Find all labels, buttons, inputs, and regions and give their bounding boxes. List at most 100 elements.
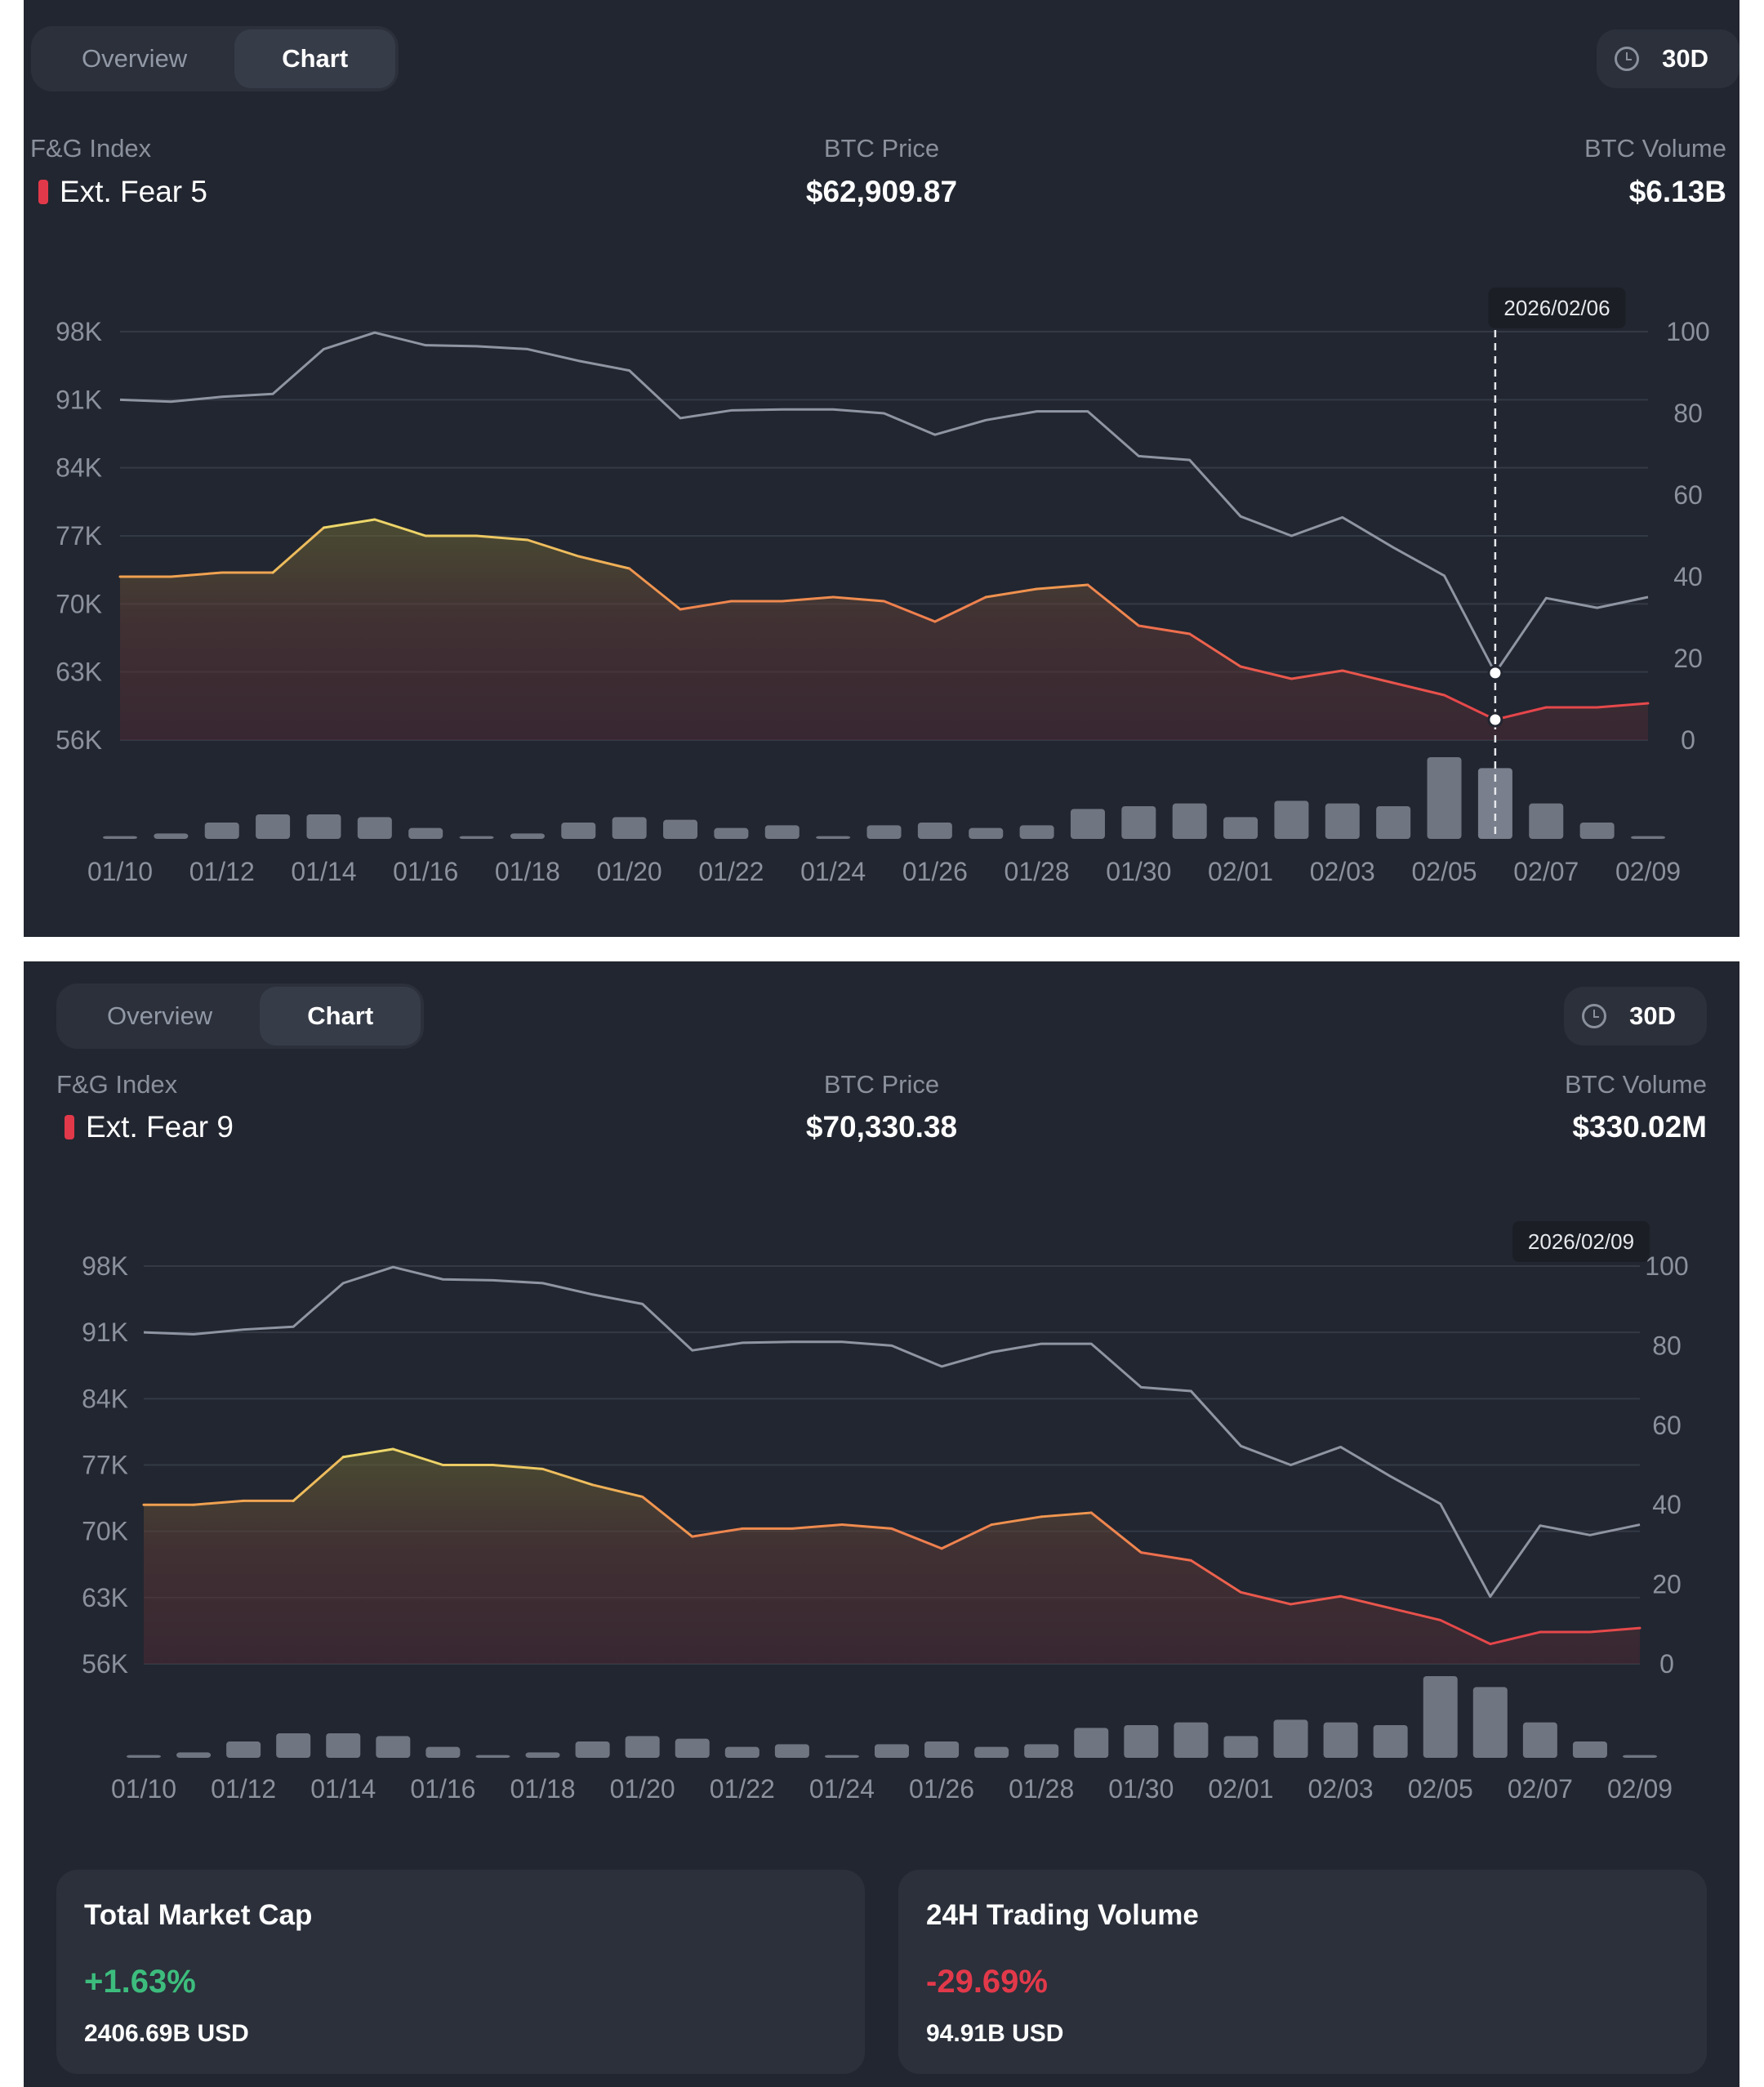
fear-greed-line-segment xyxy=(391,1447,444,1466)
btc-price-line xyxy=(143,1265,1641,1599)
volume-bar xyxy=(875,1744,909,1758)
right-axis-tick-label: 20 xyxy=(1673,644,1703,673)
right-axis-tick-label: 80 xyxy=(1673,399,1703,428)
btc-fear-greed-chart[interactable]: 98K 91K 84K 77K 70K 63K 56K 100 80 60 40 20 0 01/10 01… xyxy=(24,0,1740,937)
volume-bar xyxy=(1223,1736,1258,1758)
x-axis-tick-label: 01/28 xyxy=(1004,857,1070,886)
volume-bar xyxy=(1174,1722,1209,1758)
left-axis-tick-label: 70K xyxy=(82,1517,128,1546)
btc-volume-value: $330.02M xyxy=(1572,1110,1707,1144)
volume-bar xyxy=(306,814,341,839)
fear-greed-line-segment xyxy=(169,571,224,578)
tab-chart[interactable]: Chart xyxy=(234,29,396,88)
x-axis-tick-label: 01/26 xyxy=(909,1774,974,1804)
chart-panel-1: Overview Chart 30D F&G Index Ext. Fear 5… xyxy=(24,0,1740,937)
x-axis-tick-label: 01/14 xyxy=(310,1774,376,1804)
fear-greed-line-segment xyxy=(990,1515,1043,1527)
x-axis-tick-label: 01/20 xyxy=(610,1774,675,1804)
fg-index-value: Ext. Fear 9 xyxy=(65,1110,234,1144)
price-marker-dot xyxy=(1487,665,1503,681)
fg-index-text: Ext. Fear 9 xyxy=(86,1110,234,1144)
right-axis-tick-label: 40 xyxy=(1652,1490,1682,1519)
fear-greed-line-segment xyxy=(691,1527,744,1538)
fear-greed-line-segment xyxy=(679,600,733,611)
clock-icon xyxy=(1582,1004,1607,1028)
x-axis-tick-label: 02/07 xyxy=(1508,1774,1573,1804)
fear-greed-line-segment xyxy=(1086,583,1140,627)
view-tabs: Overview Chart xyxy=(31,26,399,91)
right-axis-tick-label: 20 xyxy=(1652,1570,1682,1599)
date-tooltip-text: 2026/02/06 xyxy=(1503,296,1610,320)
fear-greed-line-segment xyxy=(1089,1511,1143,1554)
volume-bar xyxy=(764,825,800,839)
fear-greed-line-segment xyxy=(1040,1511,1093,1518)
volume-bar xyxy=(663,819,698,839)
left-axis-tick-label: 91K xyxy=(56,385,102,414)
volume-bar xyxy=(525,1752,560,1758)
fear-greed-line-segment xyxy=(1588,1626,1642,1634)
x-axis-tick-label: 01/18 xyxy=(495,857,560,886)
fear-greed-line-segment xyxy=(781,595,835,603)
fear-greed-line-segment xyxy=(933,595,987,623)
fear-greed-line-segment xyxy=(541,1467,595,1487)
x-axis-tick-label: 01/22 xyxy=(698,857,764,886)
volume-bar xyxy=(612,817,647,839)
trading-volume-card[interactable]: 24H Trading Volume -29.69% 94.91B USD xyxy=(898,1870,1707,2074)
volume-bar xyxy=(816,836,851,839)
x-axis-tick-label: 02/05 xyxy=(1408,1774,1473,1804)
btc-price-value: $62,909.87 xyxy=(805,175,958,208)
fear-greed-area xyxy=(120,520,1648,740)
tab-chart[interactable]: Chart xyxy=(260,987,421,1046)
volume-bar xyxy=(561,823,596,839)
btc-fear-greed-chart[interactable]: 98K 91K 84K 77K 70K 63K 56K 100 80 60 40 20 0 01/10 01… xyxy=(24,961,1740,1860)
period-label: 30D xyxy=(1629,1001,1676,1030)
left-axis-tick-label: 77K xyxy=(82,1451,128,1480)
volume-bar xyxy=(1323,1722,1358,1758)
left-axis-tick-label: 91K xyxy=(82,1318,128,1347)
volume-bar xyxy=(1631,836,1665,839)
fear-greed-line-segment xyxy=(628,567,682,611)
volume-bar xyxy=(459,836,494,839)
fear-greed-line-segment xyxy=(341,1447,394,1459)
btc-volume-label: BTC Volume xyxy=(1564,1070,1707,1099)
right-axis-tick-label: 100 xyxy=(1666,317,1709,346)
tab-overview[interactable]: Overview xyxy=(82,44,188,73)
date-tooltip xyxy=(1512,1221,1650,1262)
volume-bar xyxy=(1124,1725,1159,1758)
fg-index-text: Ext. Fear 5 xyxy=(60,175,207,208)
fear-greed-line-segment xyxy=(1239,1590,1293,1606)
fear-greed-line-segment xyxy=(883,600,937,623)
left-axis-tick-label: 70K xyxy=(56,589,102,618)
volume-bar xyxy=(917,823,952,839)
fear-greed-line-segment xyxy=(840,1523,893,1530)
tab-overview[interactable]: Overview xyxy=(107,1001,213,1030)
volume-bar xyxy=(675,1738,710,1758)
fear-greed-line-segment xyxy=(1290,1594,1343,1606)
btc-price-label: BTC Price xyxy=(823,1070,940,1099)
x-axis-tick-label: 01/24 xyxy=(809,1774,875,1804)
volume-bar xyxy=(1623,1755,1657,1758)
volume-bar xyxy=(357,817,392,839)
volume-bar xyxy=(326,1733,361,1758)
fear-greed-line-segment xyxy=(1137,624,1192,635)
fear-greed-line-segment xyxy=(1439,1618,1492,1646)
left-axis-tick-label: 56K xyxy=(82,1649,128,1679)
left-axis-tick-label: 63K xyxy=(82,1583,128,1612)
left-axis-tick-label: 77K xyxy=(56,521,102,551)
volume-bar xyxy=(226,1741,261,1758)
total-market-cap-card[interactable]: Total Market Cap +1.63% 2406.69B USD xyxy=(56,1870,865,2074)
volume-bar xyxy=(1273,1719,1308,1758)
period-selector[interactable]: 30D xyxy=(1564,987,1707,1046)
btc-volume-value: $6.13B xyxy=(1628,175,1726,208)
volume-bar xyxy=(154,833,189,839)
volume-bar xyxy=(1070,809,1105,839)
x-axis-tick-label: 01/12 xyxy=(189,857,255,886)
volume-bar xyxy=(276,1733,311,1758)
x-axis-tick-label: 01/20 xyxy=(597,857,662,886)
volume-bar xyxy=(510,833,545,839)
fear-greed-line-segment xyxy=(1596,702,1650,709)
fear-greed-line-segment xyxy=(1392,681,1446,697)
period-selector[interactable]: 30D xyxy=(1597,29,1740,88)
card-title: Total Market Cap xyxy=(84,1899,313,1931)
right-axis-tick-label: 40 xyxy=(1673,562,1703,591)
